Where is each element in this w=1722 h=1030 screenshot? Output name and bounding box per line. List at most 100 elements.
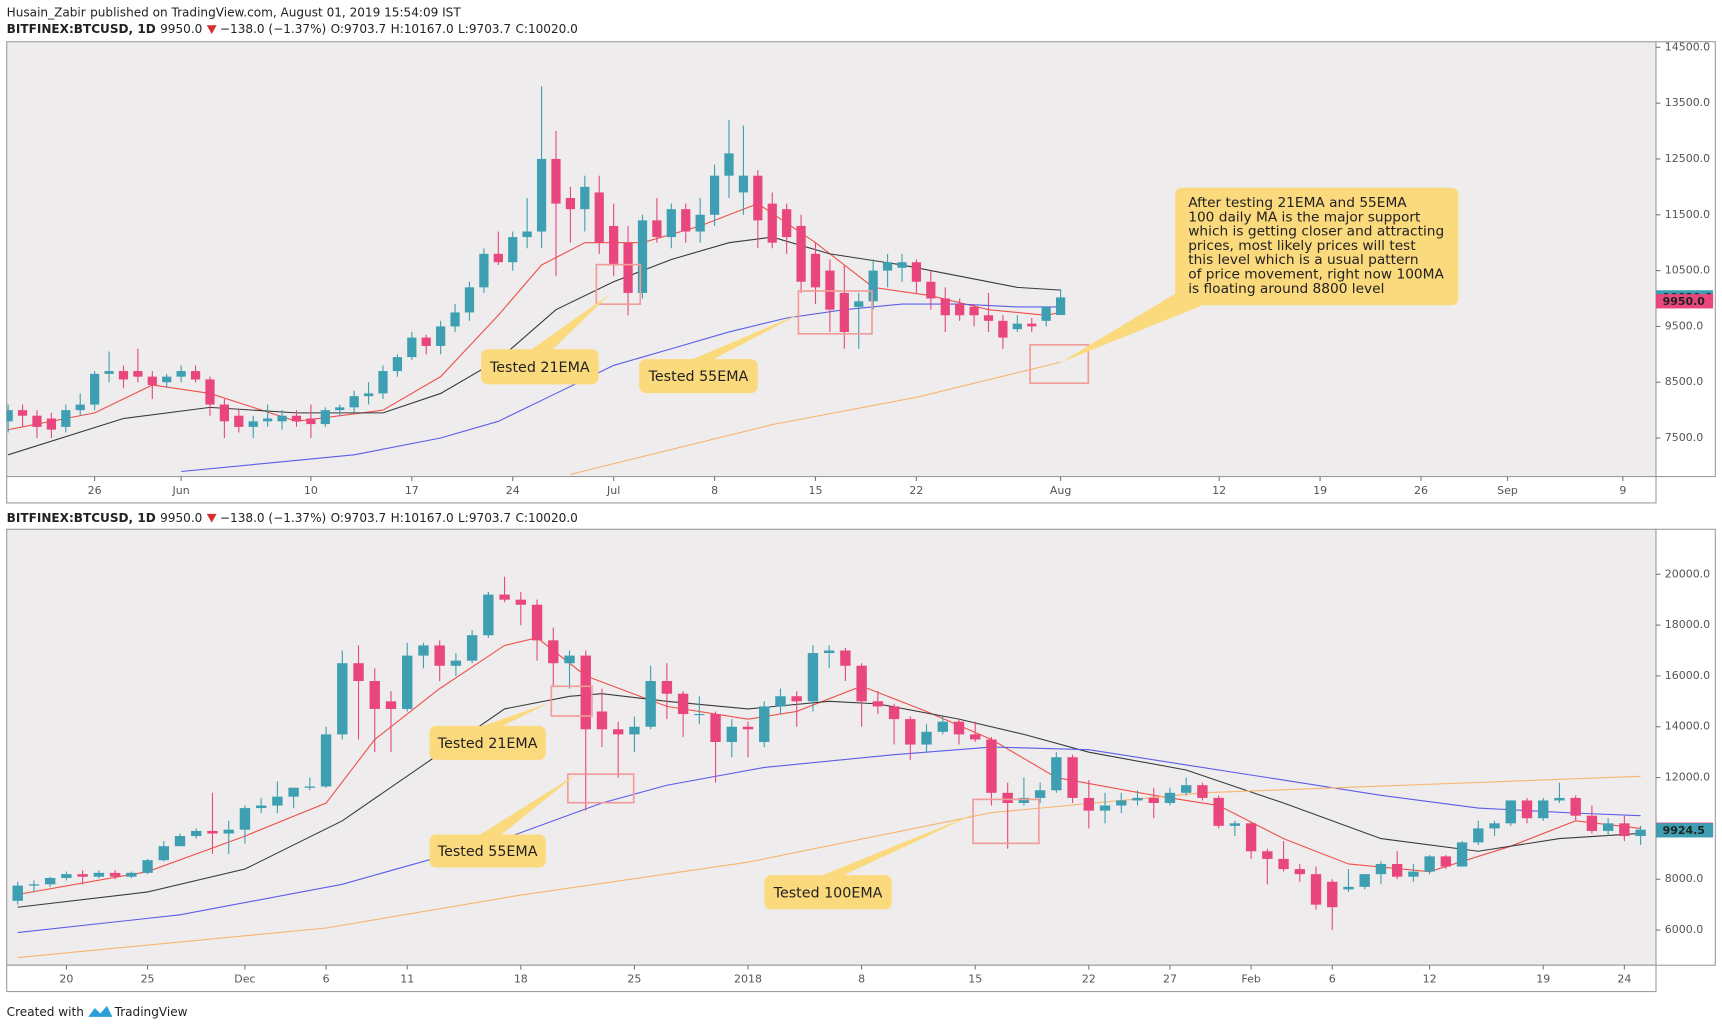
price-badge (1656, 823, 1714, 838)
candle-body (493, 253, 503, 263)
candle-body (291, 415, 302, 422)
published-text: published on TradingView.com, August 01,… (90, 6, 461, 20)
y-tick-label: 12500.0 (1665, 152, 1710, 165)
y-tick-label: 8000.0 (1665, 872, 1703, 885)
candle-body (385, 701, 397, 709)
candle-body (1164, 792, 1176, 803)
x-tick-label: 15 (968, 972, 982, 985)
down-arrow (206, 25, 217, 35)
candle-body (536, 158, 547, 232)
ohlc-value: 10020.0 (528, 22, 578, 36)
price-badge (1656, 294, 1714, 309)
candle-body (1132, 797, 1143, 801)
ma-line (17, 637, 1641, 896)
candle-body (856, 665, 867, 702)
candle-body (75, 404, 85, 411)
x-tick-label: Dec (234, 972, 255, 985)
candle-body (594, 192, 604, 243)
test-box (550, 685, 593, 717)
candle-body (882, 262, 893, 271)
candle-body (953, 721, 965, 735)
x-tick-label: 9 (1619, 484, 1626, 497)
author-link: Husain_Zabir (7, 6, 86, 20)
candle-body (378, 371, 388, 394)
candle-body (1245, 823, 1257, 852)
test-box (566, 773, 635, 804)
candle-body (742, 726, 754, 730)
candle-body (551, 158, 561, 204)
candle-body (6, 410, 13, 422)
candle-body (854, 301, 864, 307)
candle-body (174, 836, 186, 847)
note-line: which is getting closer and attracting (1188, 224, 1444, 240)
footer-brand: TradingView (114, 1005, 188, 1019)
candle-body (320, 410, 330, 425)
candle-body (407, 337, 417, 358)
time-axis (6, 964, 1657, 993)
candle-body (255, 805, 267, 809)
ma-line (17, 746, 1641, 934)
candle-body (596, 711, 608, 730)
test-box (1029, 343, 1090, 385)
candle-body (466, 635, 478, 661)
ohlc-label: L: (458, 22, 469, 36)
x-tick-label: 18 (514, 972, 528, 985)
note-line: is floating around 8800 level (1188, 281, 1384, 297)
candle-body (61, 874, 72, 878)
candle-body (239, 808, 251, 830)
candle-body (1327, 881, 1338, 908)
candle-body (118, 371, 129, 380)
candle-body (508, 237, 518, 263)
x-tick-label: 6 (1329, 972, 1336, 985)
callout-box (429, 834, 546, 868)
y-tick-label: 14000.0 (1665, 720, 1710, 733)
candle-body (320, 734, 332, 787)
candle-body (955, 304, 965, 316)
y-tick-label: 7500.0 (1665, 431, 1703, 444)
x-tick-label: 15 (809, 484, 823, 497)
tv-logo (88, 1005, 113, 1017)
candle-body (109, 872, 121, 877)
x-tick-label: 22 (909, 484, 923, 497)
candle-body (104, 371, 114, 374)
candle-body (263, 418, 273, 422)
candle-body (1505, 800, 1516, 824)
candle-body (1051, 757, 1062, 791)
candle-body (1002, 792, 1013, 803)
y-tick-label: 16000.0 (1665, 669, 1710, 682)
price-change: −138.0 (−1.37%) (220, 22, 326, 36)
candle-body (353, 663, 364, 682)
candle-body (450, 312, 460, 327)
candle-body (499, 594, 510, 600)
candle-body (609, 225, 619, 266)
candle-body (392, 357, 403, 372)
ohlc-label: O: (331, 511, 344, 525)
candle-body (176, 371, 186, 377)
candle-body (436, 326, 446, 346)
candle-body (1359, 874, 1370, 887)
price-badge-label: 9924.5 (1663, 824, 1705, 837)
callout-box (639, 359, 758, 394)
candle-body (652, 220, 662, 238)
price-axis (1655, 41, 1716, 478)
y-tick-label: 13500.0 (1665, 96, 1710, 109)
test-box (972, 798, 1040, 845)
candle-body (61, 410, 71, 427)
candle-body (1180, 785, 1192, 793)
ohlc-value: 10167.0 (404, 511, 454, 525)
candle-body (580, 655, 591, 730)
candle-body (162, 376, 172, 383)
time-axis (6, 476, 1657, 504)
candle-body (337, 663, 348, 735)
y-tick-label: 14500.0 (1665, 40, 1710, 53)
candle-body (335, 407, 345, 411)
candle-body (709, 175, 720, 215)
x-tick-label: 20 (59, 972, 73, 985)
candle-body (418, 645, 429, 656)
x-tick-label: Sep (1497, 484, 1518, 497)
candle-body (1027, 323, 1037, 327)
candle-body (888, 706, 900, 720)
candle-body (1538, 800, 1549, 819)
candle-body (823, 650, 835, 654)
candle-body (710, 714, 721, 742)
